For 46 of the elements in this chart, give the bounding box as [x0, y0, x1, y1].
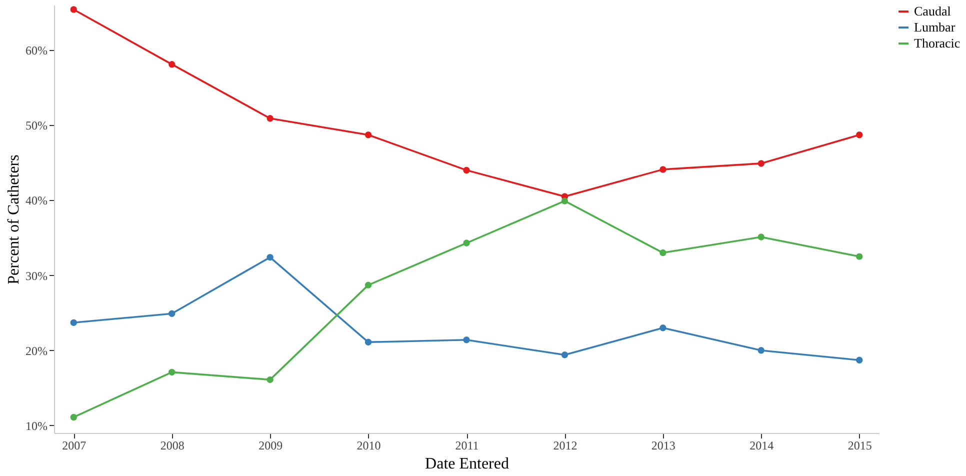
y-tick-label: 60%: [26, 44, 48, 58]
point: [168, 60, 176, 68]
point: [758, 347, 764, 354]
x-tick-label: 2015: [848, 438, 872, 452]
y-tick-label: 30%: [26, 268, 48, 283]
point: [463, 166, 470, 174]
point: [70, 6, 77, 13]
point: [70, 414, 77, 421]
point: [266, 254, 274, 261]
point: [168, 310, 176, 317]
x-tick-label: 2009: [258, 438, 283, 452]
x-tick-label: 2011: [455, 438, 479, 452]
point: [758, 234, 764, 240]
point: [463, 336, 470, 344]
x-axis-title: Date Entered: [425, 456, 509, 472]
point: [856, 132, 863, 138]
point: [856, 356, 863, 364]
point: [856, 253, 863, 260]
point: [660, 166, 666, 173]
legend-label: Caudal: [914, 4, 952, 18]
x-tick-label: 2007: [62, 438, 86, 452]
legend-label: Lumbar: [914, 20, 956, 34]
x-tick-label: 2012: [553, 438, 578, 452]
point: [758, 160, 764, 167]
point: [660, 324, 666, 332]
x-tick-label: 2010: [356, 438, 381, 452]
point: [561, 352, 568, 358]
point: [266, 115, 274, 122]
point: [660, 249, 666, 256]
y-tick-label: 50%: [26, 118, 48, 133]
point: [364, 338, 372, 346]
y-tick-label: 20%: [26, 344, 48, 358]
x-tick-label: 2008: [160, 438, 184, 452]
point: [70, 319, 77, 326]
y-tick-label: 40%: [26, 194, 48, 208]
point: [364, 132, 372, 138]
y-axis-title: Percent of Catheters: [6, 154, 23, 284]
x-tick-label: 2014: [750, 438, 774, 452]
point: [364, 282, 372, 288]
legend-label: Thoracic: [914, 36, 960, 50]
point: [463, 240, 470, 246]
y-tick-label: 10%: [26, 418, 48, 433]
point: [266, 376, 274, 384]
point: [168, 368, 176, 376]
x-tick-label: 2013: [651, 438, 676, 452]
point: [561, 198, 568, 204]
